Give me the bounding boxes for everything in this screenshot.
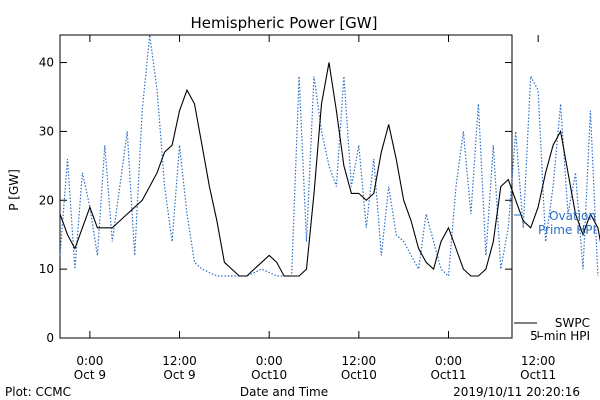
x-tick-label-time: 12:00 (162, 354, 197, 368)
legend-swpc-label-1: SWPC (555, 316, 590, 330)
x-tick-label-time: 0:00 (435, 354, 462, 368)
x-tick-label-time: 12:00 (521, 354, 556, 368)
legend-ovation-label-1: Ovation (549, 209, 596, 223)
x-tick-label-date: Oct10 (251, 368, 287, 382)
x-tick-label-date: Oct 9 (74, 368, 106, 382)
footer-plot-credit: Plot: CCMC (5, 385, 71, 399)
y-tick-label: 0 (46, 331, 54, 345)
y-axis-label: P [GW] (7, 169, 21, 211)
series-line-ovation-prime-hpi (59, 34, 599, 278)
x-tick-label-date: Oct10 (341, 368, 377, 382)
x-axis-label: Date and Time (240, 385, 328, 399)
x-tick-label-time: 12:00 (342, 354, 377, 368)
legend-swpc-label-2: 5–min HPI (530, 329, 590, 343)
y-tick-label: 20 (39, 193, 54, 207)
x-tick-label-time: 0:00 (256, 354, 283, 368)
y-tick-label: 30 (39, 124, 54, 138)
plot-frame (59, 34, 513, 339)
x-tick-label-date: Oct 9 (163, 368, 195, 382)
y-tick-label: 40 (39, 56, 54, 70)
x-tick-label-time: 0:00 (76, 354, 103, 368)
chart-title: Hemispheric Power [GW] (191, 14, 378, 32)
x-tick-label-date: Oct11 (430, 368, 466, 382)
series-line-swpc-5min-hpi (59, 62, 600, 277)
y-axis: 0 10 20 30 40 (39, 56, 512, 345)
plot-area (59, 34, 600, 339)
legend: Ovation Prime HPI SWPC 5–min HPI (514, 209, 596, 343)
series-layer (59, 34, 600, 278)
footer-timestamp: 2019/10/11 20:20:16 (453, 385, 580, 399)
y-tick-label: 10 (39, 262, 54, 276)
legend-ovation-label-2: Prime HPI (538, 223, 596, 237)
x-tick-label-date: Oct11 (520, 368, 556, 382)
